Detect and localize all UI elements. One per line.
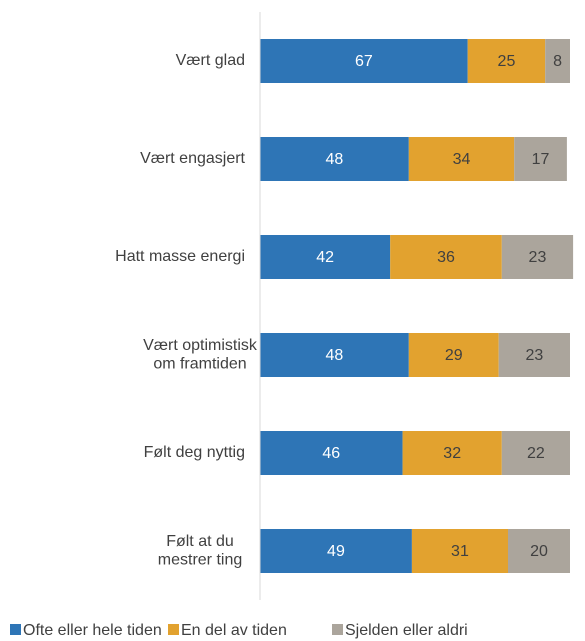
bar-segment — [411, 529, 508, 573]
legend-swatch — [10, 624, 21, 635]
data-label: 23 — [525, 347, 543, 364]
legend-label: En del av tiden — [181, 622, 287, 639]
data-label: 23 — [529, 249, 547, 266]
bar-segment — [501, 431, 570, 475]
data-label: 22 — [527, 445, 545, 462]
bar-segment — [260, 39, 468, 83]
category-label-line: om framtiden — [153, 356, 246, 373]
category-label: Følt at du mestrer ting — [158, 533, 242, 568]
legend-label: Ofte eller hele tiden — [23, 622, 162, 639]
data-label: 25 — [498, 53, 516, 70]
data-label: 36 — [437, 249, 455, 266]
bar-segment — [508, 529, 570, 573]
bar-segment — [260, 235, 391, 279]
bar-segment — [260, 529, 412, 573]
bar-segment — [514, 137, 567, 181]
data-label: 31 — [451, 543, 469, 560]
bar-segment — [260, 431, 403, 475]
category-label-line: Vært optimistisk — [143, 337, 258, 354]
data-label: 67 — [355, 53, 373, 70]
data-label: 29 — [445, 347, 463, 364]
data-label: 32 — [443, 445, 461, 462]
category-label: Vært glad — [176, 52, 245, 69]
category-label: Følt deg nyttig — [144, 444, 245, 461]
bar-segment — [390, 235, 502, 279]
legend-swatch — [332, 624, 343, 635]
data-label: 8 — [553, 53, 562, 70]
category-label: Vært optimistisk om framtiden — [143, 337, 258, 372]
data-label: 46 — [322, 445, 340, 462]
bar-segment — [545, 39, 570, 83]
legend-swatch — [168, 624, 179, 635]
bar-segment — [498, 333, 570, 377]
bar-segment — [260, 137, 409, 181]
bar-segment — [402, 431, 502, 475]
category-label-line: mestrer ting — [158, 552, 242, 569]
bar-segment — [260, 333, 409, 377]
data-label: 42 — [316, 249, 334, 266]
data-label: 20 — [530, 543, 548, 560]
data-label: 48 — [326, 151, 344, 168]
category-label-line: Følt at du — [166, 533, 234, 550]
bar-segment — [501, 235, 574, 279]
bar-segment — [408, 333, 499, 377]
legend-label: Sjelden eller aldri — [345, 622, 468, 639]
category-label: Hatt masse energi — [115, 248, 245, 265]
data-label: 17 — [532, 151, 550, 168]
data-label: 48 — [326, 347, 344, 364]
category-label: Vært engasjert — [140, 150, 245, 167]
data-label: 34 — [453, 151, 471, 168]
bar-segment — [467, 39, 546, 83]
bar-segment — [408, 137, 515, 181]
data-label: 49 — [327, 543, 345, 560]
